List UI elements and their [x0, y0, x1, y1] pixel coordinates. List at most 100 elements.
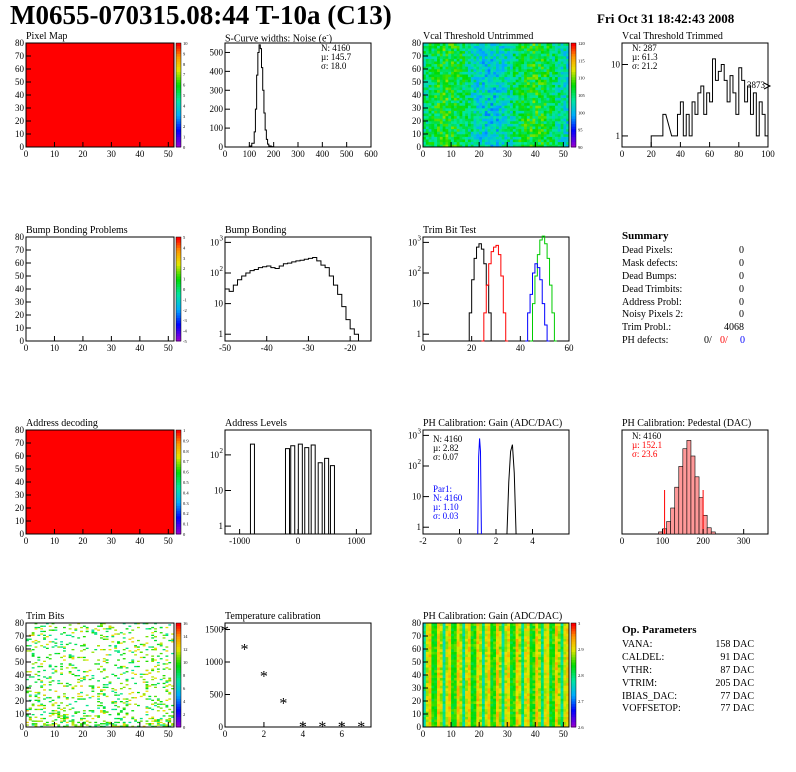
heatmap-cell: [428, 706, 432, 710]
heatmap-cell: [451, 95, 455, 98]
colorbar-cell: [176, 628, 181, 632]
heatmap-cell: [557, 71, 561, 75]
heatmap-cell: [493, 48, 497, 52]
heatmap-cell: [97, 695, 100, 698]
heatmap-cell: [428, 719, 432, 723]
heatmap-cell: [54, 712, 58, 714]
heatmap-cell: [501, 667, 505, 671]
colorbar-cell: [176, 448, 181, 452]
heatmap-cell: [425, 649, 429, 652]
heatmap-cell: [487, 633, 491, 637]
y-tick-label: 30: [15, 103, 25, 113]
heatmap-cell: [467, 66, 472, 70]
heatmap-cell: [63, 715, 66, 717]
heatmap-cell: [442, 649, 446, 652]
heatmap-cell: [473, 636, 477, 639]
heatmap-cell: [479, 118, 483, 122]
heatmap-cell: [490, 688, 494, 691]
heatmap-cell: [428, 664, 432, 668]
heatmap-cell: [48, 676, 52, 678]
heatmap-cell: [524, 48, 528, 52]
heatmap-cell: [102, 658, 106, 660]
heatmap-cell: [540, 66, 545, 70]
heatmap-cell: [470, 50, 474, 54]
heatmap-cell: [473, 58, 477, 62]
heatmap-cell: [439, 76, 443, 80]
heatmap-cell: [476, 701, 480, 704]
heatmap-cell: [448, 89, 452, 93]
colorbar-cell: [176, 263, 181, 267]
heatmap-cell: [425, 688, 429, 691]
heatmap-cell: [504, 95, 508, 98]
heatmap-cell: [456, 53, 460, 57]
heatmap-cell: [476, 89, 480, 93]
heatmap-cell: [451, 724, 455, 728]
heatmap-cell: [504, 102, 508, 106]
heatmap-cell: [524, 643, 528, 647]
heatmap-cell: [425, 53, 429, 57]
heatmap-cell: [465, 136, 469, 140]
heatmap-cell: [549, 76, 553, 80]
heatmap-cell: [434, 123, 438, 127]
heatmap-cell: [156, 710, 160, 712]
heatmap-cell: [487, 105, 491, 109]
heatmap-cell: [442, 123, 446, 127]
heatmap-cell: [465, 84, 469, 88]
heatmap-cell: [496, 623, 500, 626]
heatmap-cell: [437, 139, 441, 143]
heatmap-cell: [431, 139, 435, 143]
heatmap-cell: [28, 676, 32, 678]
heatmap-cell: [560, 95, 564, 98]
heatmap-cell: [504, 115, 508, 119]
heatmap-cell: [462, 623, 466, 626]
heatmap-cell: [498, 79, 502, 83]
heatmap-cell: [470, 108, 474, 111]
heatmap-cell: [518, 669, 522, 673]
heatmap-cell: [125, 725, 129, 727]
heatmap-cell: [456, 649, 460, 652]
heatmap-cell: [453, 95, 457, 98]
heatmap-cell: [532, 123, 536, 127]
colorbar-cell: [571, 63, 576, 67]
heatmap-cell: [493, 638, 497, 642]
heatmap-cell: [448, 649, 452, 652]
heatmap-cell: [451, 659, 455, 663]
heatmap-cell: [114, 691, 118, 694]
heatmap-cell: [552, 53, 556, 57]
heatmap-cell: [543, 76, 547, 80]
colorbar-cell: [571, 79, 576, 83]
heatmap-cell: [473, 693, 477, 697]
heatmap-cell: [484, 56, 488, 59]
heatmap-cell: [470, 105, 474, 109]
heatmap-cell: [535, 141, 539, 145]
heatmap-cell: [465, 716, 469, 720]
heatmap-cell: [487, 682, 491, 686]
heatmap-cell: [122, 686, 126, 688]
heatmap-cell: [48, 715, 52, 717]
heatmap-cell: [428, 714, 432, 717]
heatmap-cell: [566, 108, 570, 111]
heatmap-cell: [57, 725, 61, 727]
heatmap-cell: [434, 100, 438, 104]
heatmap-cell: [34, 691, 38, 694]
heatmap-cell: [487, 706, 491, 710]
heatmap-cell: [535, 128, 539, 132]
heatmap-cell: [484, 703, 488, 707]
heatmap-cell: [493, 108, 497, 111]
heatmap-cell: [481, 53, 486, 57]
heatmap-cell: [521, 680, 525, 684]
heatmap-cell: [439, 126, 443, 130]
heatmap-cell: [546, 58, 550, 62]
heatmap-cell: [552, 108, 556, 111]
heatmap-cell: [465, 53, 469, 57]
heatmap-cell: [498, 92, 502, 96]
heatmap-cell: [529, 667, 533, 671]
heatmap-cell: [65, 667, 69, 669]
heatmap-cell: [501, 638, 505, 642]
heatmap-cell: [448, 625, 452, 629]
heatmap-cell: [481, 693, 486, 697]
colorbar-cell: [176, 703, 181, 707]
heatmap-cell: [549, 74, 553, 78]
heatmap-cell: [453, 649, 457, 652]
heatmap-cell: [476, 669, 480, 673]
